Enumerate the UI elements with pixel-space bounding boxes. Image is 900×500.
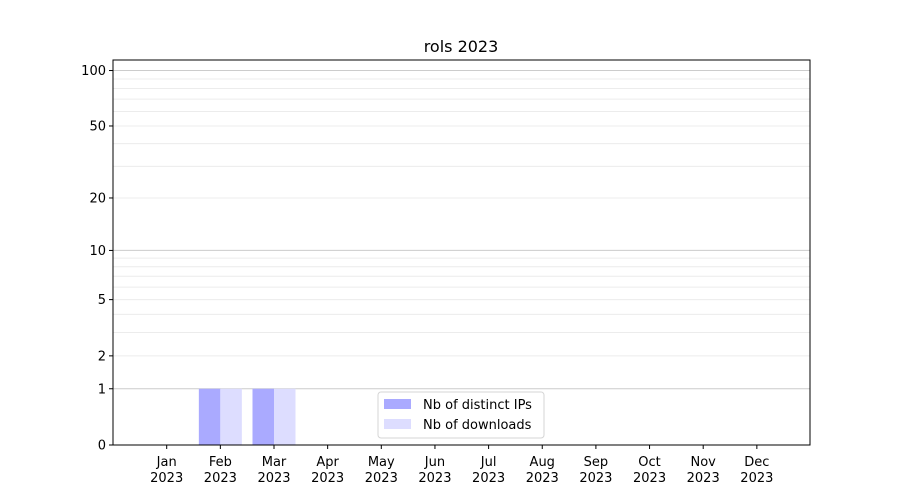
plot-frame — [112, 59, 811, 446]
legend-swatch — [384, 419, 411, 429]
y-tick-label: 20 — [89, 191, 106, 206]
legend-label: Nb of downloads — [423, 418, 532, 433]
y-tick-label: 2 — [98, 349, 106, 364]
bar-distinct-ips — [198, 388, 221, 445]
legend-box — [377, 391, 545, 439]
x-tick-label: Sep 2023 — [579, 455, 612, 486]
x-tick-label: Oct 2023 — [633, 455, 666, 486]
x-tick-label: Jun 2023 — [418, 455, 451, 486]
y-tick-label: 50 — [89, 119, 106, 134]
bar-downloads — [274, 388, 296, 445]
y-tick-label: 10 — [89, 244, 106, 259]
y-tick-label: 1 — [98, 382, 106, 397]
bar-downloads — [220, 388, 242, 445]
legend-swatch — [384, 399, 411, 409]
y-tick-label: 0 — [98, 439, 106, 454]
x-tick-label: Feb 2023 — [204, 455, 237, 486]
legend-label: Nb of distinct IPs — [423, 398, 532, 413]
legend: Nb of distinct IPs Nb of downloads — [377, 391, 545, 439]
x-tick-label: Mar 2023 — [257, 455, 290, 486]
bar-distinct-ips — [252, 388, 274, 445]
y-tick-label: 100 — [81, 64, 106, 79]
x-tick-label: Dec 2023 — [740, 455, 773, 486]
x-tick-label: Apr 2023 — [311, 455, 344, 486]
chart-title: rols 2023 — [424, 37, 499, 56]
x-tick-label: Jul 2023 — [472, 455, 505, 486]
x-tick-label: May 2023 — [365, 455, 398, 486]
x-tick-label: Aug 2023 — [526, 455, 559, 486]
x-tick-label: Nov 2023 — [687, 455, 720, 486]
x-tick-label: Jan 2023 — [150, 455, 183, 486]
y-tick-label: 5 — [98, 293, 106, 308]
